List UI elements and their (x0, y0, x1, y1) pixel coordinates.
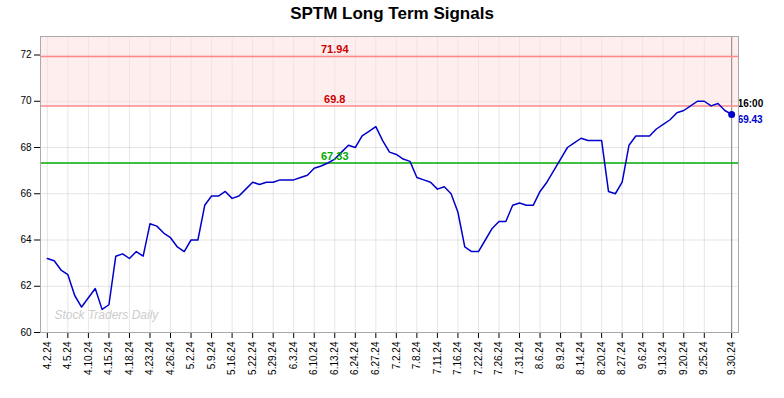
svg-text:4.18.24: 4.18.24 (124, 341, 135, 375)
svg-text:16:00: 16:00 (738, 98, 764, 109)
svg-text:4.23.24: 4.23.24 (144, 341, 155, 375)
svg-text:60: 60 (20, 327, 32, 338)
svg-text:5.29.24: 5.29.24 (267, 341, 278, 375)
svg-text:8.20.24: 8.20.24 (596, 341, 607, 375)
svg-text:7.2.24: 7.2.24 (391, 341, 402, 369)
svg-text:9.13.24: 9.13.24 (657, 341, 668, 375)
svg-text:6.3.24: 6.3.24 (288, 341, 299, 369)
svg-text:4.26.24: 4.26.24 (165, 341, 176, 375)
svg-text:4.2.24: 4.2.24 (42, 341, 53, 369)
svg-text:71.94: 71.94 (321, 43, 349, 55)
svg-text:8.27.24: 8.27.24 (616, 341, 627, 375)
svg-text:6.24.24: 6.24.24 (349, 341, 360, 375)
svg-text:64: 64 (20, 234, 32, 245)
svg-text:5.9.24: 5.9.24 (206, 341, 217, 369)
svg-text:7.11.24: 7.11.24 (432, 341, 443, 374)
svg-text:67.33: 67.33 (321, 150, 349, 162)
svg-text:66: 66 (20, 188, 32, 199)
svg-text:7.26.24: 7.26.24 (493, 341, 504, 375)
svg-text:6.13.24: 6.13.24 (329, 341, 340, 375)
svg-text:9.20.24: 9.20.24 (678, 341, 689, 375)
svg-text:5.16.24: 5.16.24 (226, 341, 237, 375)
svg-text:4.15.24: 4.15.24 (103, 341, 114, 375)
svg-text:9.25.24: 9.25.24 (698, 341, 709, 375)
svg-text:7.8.24: 7.8.24 (411, 341, 422, 369)
svg-text:4.5.24: 4.5.24 (62, 341, 73, 369)
svg-text:9.6.24: 9.6.24 (637, 341, 648, 369)
svg-text:7.16.24: 7.16.24 (452, 341, 463, 375)
svg-text:69.43: 69.43 (738, 114, 763, 125)
svg-text:7.31.24: 7.31.24 (514, 341, 525, 375)
html-text:SPTM Long Term Signals: SPTM Long Term Signals (290, 4, 494, 23)
svg-text:7.22.24: 7.22.24 (473, 341, 484, 375)
svg-text:5.2.24: 5.2.24 (185, 341, 196, 369)
svg-text:6.27.24: 6.27.24 (370, 341, 381, 375)
svg-text:Stock Traders Daily: Stock Traders Daily (55, 308, 160, 322)
svg-text:8.14.24: 8.14.24 (575, 341, 586, 375)
svg-text:6.10.24: 6.10.24 (308, 341, 319, 375)
svg-text:72: 72 (20, 49, 32, 60)
svg-text:62: 62 (20, 280, 32, 291)
svg-text:4.10.24: 4.10.24 (83, 341, 94, 375)
svg-text:8.6.24: 8.6.24 (534, 341, 545, 369)
svg-text:8.9.24: 8.9.24 (555, 341, 566, 369)
svg-text:68: 68 (20, 142, 32, 153)
svg-text:9.30.24: 9.30.24 (726, 341, 737, 375)
svg-text:5.22.24: 5.22.24 (247, 341, 258, 375)
svg-text:69.8: 69.8 (324, 93, 345, 105)
svg-text:70: 70 (20, 95, 32, 106)
